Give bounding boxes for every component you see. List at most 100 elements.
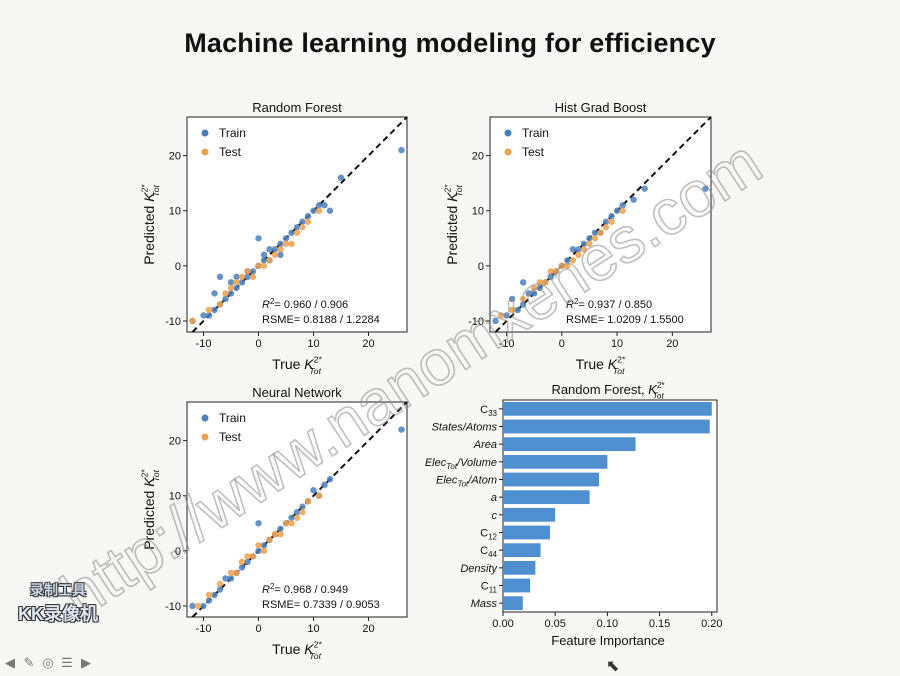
arrow-right-icon[interactable]: ▶: [81, 655, 91, 670]
test-point: [564, 262, 571, 270]
train-point: [602, 218, 610, 225]
legend-marker-test: [201, 433, 209, 441]
test-point: [608, 218, 615, 225]
x-axis-label: Feature Importance: [551, 633, 664, 648]
test-point: [249, 553, 257, 560]
test-point: [304, 218, 312, 225]
test-point: [288, 520, 295, 527]
train-point: [255, 235, 262, 242]
legend-test: Test: [522, 145, 545, 159]
r2-annotation: R2= 0.937 / 0.850: [566, 297, 652, 311]
train-point: [326, 475, 334, 483]
train-point: [189, 602, 196, 610]
y-axis-label: Predicted K2*Tot: [140, 184, 161, 265]
test-point: [216, 301, 224, 308]
x-axis-label: True K2* Tot: [576, 355, 626, 376]
bar-8: [503, 525, 550, 540]
y-tick-label: 0: [175, 261, 181, 273]
bar-12: [503, 596, 523, 611]
y-axis-label: Predicted K2*Tot: [443, 184, 464, 265]
test-point: [288, 240, 295, 247]
legend-test: Test: [219, 145, 242, 159]
scatter-chart-2: Hist Grad Boost -10 0 10 20 -10 0 10 20 True K2* T…: [443, 100, 712, 376]
train-point: [337, 174, 345, 181]
category-label: C11: [481, 581, 498, 595]
train-point: [244, 273, 251, 281]
rsme-annotation: RSME= 0.8188 / 1.2284: [262, 314, 380, 326]
y-tick-label: 0: [175, 546, 181, 558]
y-tick-label: 10: [169, 206, 181, 218]
train-point: [630, 196, 637, 203]
x-tick-label: 0: [255, 623, 261, 635]
train-point: [321, 481, 328, 488]
x-axis-label: True K2* Tot: [272, 640, 322, 661]
train-point: [613, 207, 621, 214]
x-tick-label: 20: [362, 338, 374, 350]
x-tick-label: 20: [666, 338, 678, 350]
chart-title: Random Forest, K2* Tot: [551, 381, 664, 400]
circle-icon[interactable]: ◎: [42, 655, 54, 670]
train-point: [310, 487, 317, 494]
y-tick-label: -10: [468, 316, 484, 328]
category-label: Area: [473, 439, 497, 451]
test-point: [205, 591, 213, 599]
train-point: [260, 251, 268, 259]
test-point: [497, 312, 505, 319]
legend-train: Train: [522, 126, 549, 140]
train-point: [211, 591, 218, 599]
train-point: [249, 268, 257, 275]
legend-marker-train: [201, 129, 209, 137]
test-point: [189, 317, 196, 325]
x-axis-label: True K2* Tot: [272, 355, 322, 376]
category-label: C33: [480, 404, 497, 418]
legend-marker-test: [201, 148, 209, 156]
train-point: [575, 246, 582, 253]
test-point: [315, 492, 323, 499]
train-point: [492, 317, 499, 325]
train-point: [255, 547, 262, 555]
test-point: [227, 569, 235, 577]
train-point: [564, 257, 571, 264]
menu-icon[interactable]: ☰: [61, 655, 73, 670]
category-label: C44: [480, 545, 497, 559]
diagonal-line: [191, 116, 408, 333]
test-point: [293, 514, 301, 521]
category-label: States/Atoms: [432, 422, 498, 434]
category-label: C12: [480, 528, 497, 542]
y-axis-label: Predicted K2*Tot: [140, 469, 161, 550]
bar-9: [503, 543, 541, 558]
test-point: [315, 207, 323, 214]
x-tick-label: 0.00: [492, 618, 513, 630]
bar-6: [503, 490, 590, 505]
train-point: [299, 503, 306, 510]
x-tick-label: 20: [362, 623, 374, 635]
x-tick-label: -10: [196, 338, 212, 350]
test-point: [304, 498, 312, 505]
test-point: [277, 246, 284, 253]
test-point: [553, 268, 560, 275]
test-point: [266, 536, 273, 544]
legend-marker-test: [504, 148, 512, 156]
train-point: [227, 279, 235, 286]
x-tick-label: 10: [611, 338, 623, 350]
bar-4: [503, 454, 608, 469]
legend-train: Train: [219, 411, 246, 425]
train-point: [233, 273, 240, 281]
test-point: [597, 229, 604, 236]
test-point: [282, 520, 290, 527]
train-point: [293, 224, 301, 231]
legend-marker-train: [201, 414, 209, 422]
test-point: [216, 580, 224, 588]
legend-test: Test: [219, 430, 242, 444]
test-point: [586, 240, 593, 247]
chart-title: Hist Grad Boost: [555, 100, 647, 115]
train-point: [398, 426, 405, 433]
arrow-left-icon[interactable]: ◀: [5, 655, 15, 670]
train-point: [277, 251, 284, 259]
test-point: [238, 558, 246, 566]
category-label: Mass: [471, 598, 498, 610]
chart-title: Random Forest: [252, 100, 342, 115]
pen-icon[interactable]: ✎: [23, 655, 35, 670]
y-tick-label: 10: [472, 206, 484, 218]
logo-line1: 录制工具: [30, 582, 86, 598]
